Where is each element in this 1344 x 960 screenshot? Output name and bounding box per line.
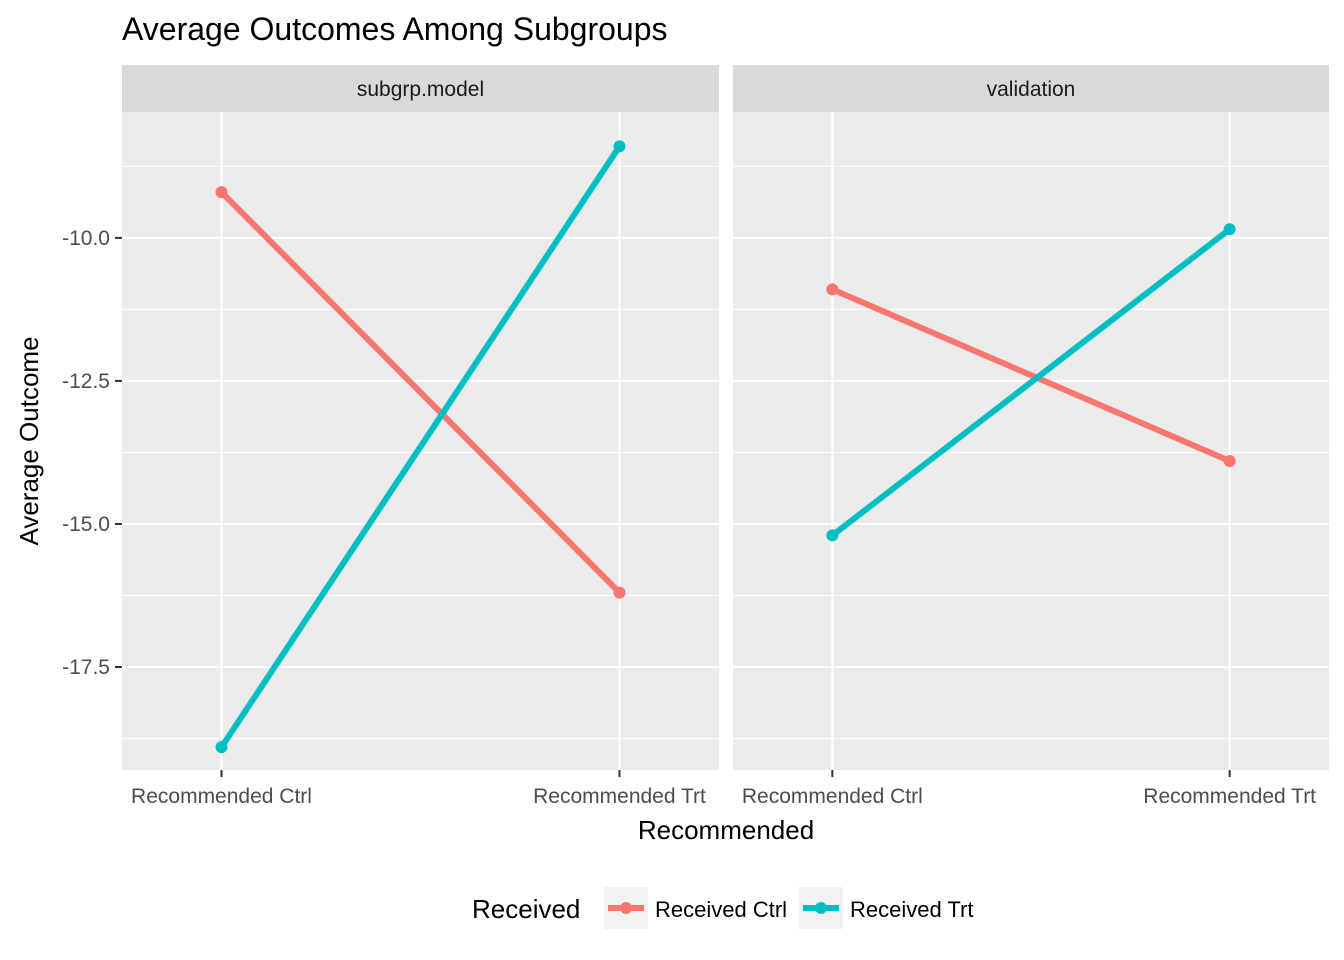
panel-background <box>733 112 1329 770</box>
legend-items: Received Ctrl Received Trt <box>604 887 974 929</box>
y-axis-title: Average Outcome <box>14 336 44 545</box>
facet-strip <box>122 65 719 112</box>
data-point <box>215 186 228 199</box>
legend-title: Received <box>472 894 580 924</box>
data-point <box>826 283 839 296</box>
legend-label: Received Ctrl <box>655 897 787 922</box>
y-tick-label: -10.0 <box>62 227 110 250</box>
panel-background <box>122 112 719 770</box>
y-tick-label: -15.0 <box>62 513 110 536</box>
legend: Received Received Ctrl Received Trt <box>472 887 974 929</box>
facet-strip-label: subgrp.model <box>357 78 484 101</box>
series-line-received-ctrl <box>219 189 622 595</box>
series-line-received-trt <box>830 226 1232 538</box>
series-line-received-ctrl <box>831 286 1231 464</box>
facet-panels: subgrp.model Recommended Ctrl Recommended … <box>122 65 1329 808</box>
x-tick-label: Recommended Ctrl <box>131 785 312 808</box>
facet-panel-subgrp-model: subgrp.model Recommended Ctrl Recommended … <box>122 65 719 808</box>
data-point <box>1223 223 1236 236</box>
facet-strip-label: validation <box>987 78 1076 101</box>
facet-panel-validation: validation Recommended Ctrl Recommended Tr… <box>733 65 1329 808</box>
data-point <box>613 140 626 153</box>
facet-strip <box>733 65 1329 112</box>
series-line-received-trt <box>218 144 623 749</box>
data-point <box>215 741 228 754</box>
data-point <box>826 529 839 542</box>
data-point <box>613 586 626 599</box>
legend-label: Received Trt <box>850 897 974 922</box>
legend-item-received-ctrl: Received Ctrl <box>604 887 787 929</box>
x-tick-label: Recommended Trt <box>533 785 706 808</box>
legend-key-point <box>620 902 632 914</box>
y-tick-label: -17.5 <box>62 656 110 679</box>
x-tick-label: Recommended Ctrl <box>742 785 923 808</box>
x-tick-label: Recommended Trt <box>1143 785 1316 808</box>
x-axis-title: Recommended <box>638 815 814 845</box>
y-tick-label: -12.5 <box>62 370 110 393</box>
y-axis: -10.0 -12.5 -15.0 -17.5 <box>62 227 122 679</box>
legend-item-received-trt: Received Trt <box>799 887 974 929</box>
legend-key-point <box>815 902 827 914</box>
data-point <box>1223 455 1236 468</box>
chart-title: Average Outcomes Among Subgroups <box>122 11 668 47</box>
